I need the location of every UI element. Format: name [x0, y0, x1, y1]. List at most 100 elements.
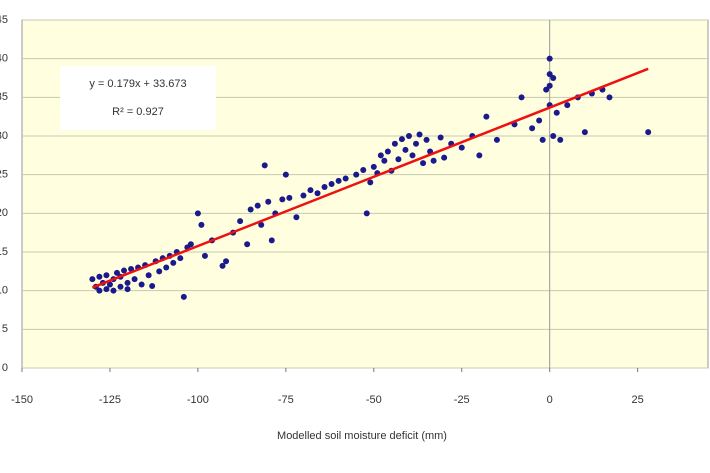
point — [293, 214, 300, 221]
y-tick-label: 0 — [2, 362, 8, 374]
point — [645, 129, 652, 136]
point — [353, 171, 360, 178]
point — [441, 154, 448, 161]
point — [117, 283, 124, 290]
y-tick-label: 30 — [0, 130, 8, 142]
point — [163, 264, 170, 271]
point — [106, 281, 113, 288]
point — [416, 131, 423, 138]
point — [557, 136, 564, 143]
x-axis-label: Modelled soil moisture deficit (mm) — [277, 430, 447, 442]
point — [300, 192, 307, 199]
point — [546, 71, 553, 78]
point — [247, 206, 254, 213]
point — [180, 293, 187, 300]
x-tick-label: 0 — [547, 394, 553, 406]
point — [384, 148, 391, 155]
point — [156, 268, 163, 275]
y-tick-label: 45 — [0, 14, 8, 26]
point — [282, 171, 289, 178]
point — [170, 259, 177, 266]
point — [405, 133, 412, 139]
point — [391, 140, 398, 147]
point — [543, 86, 550, 93]
x-tick-label: -100 — [187, 394, 209, 406]
y-tick-label: 25 — [0, 169, 8, 181]
point — [103, 286, 110, 293]
point — [149, 283, 156, 290]
point — [430, 157, 437, 164]
point — [370, 163, 377, 170]
point — [413, 140, 420, 147]
x-tick-label: -25 — [454, 394, 470, 406]
point — [363, 210, 370, 217]
point — [194, 210, 201, 217]
y-tick-label: 10 — [0, 285, 8, 297]
point — [377, 152, 384, 159]
point — [219, 262, 226, 269]
point — [258, 221, 265, 228]
point — [89, 276, 96, 283]
point — [398, 136, 405, 143]
point — [360, 167, 367, 174]
point — [564, 102, 571, 109]
point — [177, 255, 184, 262]
point — [286, 194, 293, 201]
point — [201, 252, 208, 259]
x-tick-label: -75 — [278, 394, 294, 406]
x-tick-label: -150 — [11, 394, 33, 406]
point — [395, 156, 402, 163]
point — [539, 136, 546, 143]
point — [381, 157, 388, 164]
point — [138, 281, 145, 288]
x-tick-label: -50 — [366, 394, 382, 406]
point — [546, 55, 553, 62]
point — [536, 117, 543, 124]
point — [458, 144, 465, 151]
point — [103, 272, 110, 279]
point — [321, 184, 328, 191]
point — [423, 136, 430, 143]
x-tick-label: 25 — [632, 394, 644, 406]
y-tick-label: 40 — [0, 53, 8, 65]
point — [121, 267, 128, 274]
point — [223, 258, 230, 265]
equation: y = 0.179x + 33.673 — [89, 78, 186, 90]
x-tick-label: -125 — [99, 394, 121, 406]
point — [483, 113, 490, 120]
trendline — [91, 67, 649, 289]
point — [402, 146, 409, 153]
point — [96, 273, 103, 280]
point — [553, 109, 560, 116]
y-tick-label: 5 — [2, 323, 8, 335]
point — [437, 134, 444, 141]
point — [265, 198, 272, 205]
point — [96, 287, 103, 294]
point — [581, 129, 588, 136]
point — [124, 279, 131, 286]
point — [124, 286, 131, 293]
point — [268, 237, 275, 244]
point — [244, 241, 251, 248]
point — [420, 160, 427, 167]
y-tick-label: 20 — [0, 207, 8, 219]
point — [606, 94, 613, 101]
point — [314, 190, 321, 197]
point — [335, 177, 342, 184]
point — [550, 75, 557, 81]
point — [328, 180, 335, 187]
point — [529, 125, 536, 132]
equation-box — [60, 66, 216, 130]
point — [476, 152, 483, 159]
point — [518, 94, 525, 101]
point — [113, 269, 120, 276]
point — [145, 272, 152, 279]
point — [279, 196, 286, 203]
point — [187, 241, 194, 248]
point — [546, 82, 553, 89]
point — [367, 179, 374, 186]
point — [261, 162, 268, 169]
point — [198, 221, 205, 228]
point — [254, 202, 261, 209]
